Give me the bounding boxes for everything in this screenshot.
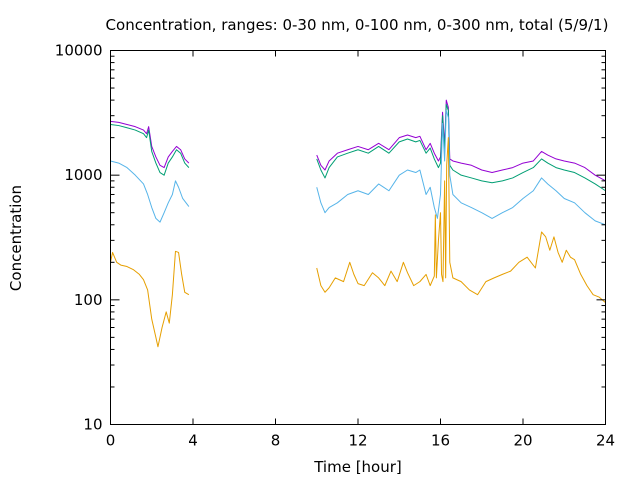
y-tick-label: 10000 <box>55 42 103 60</box>
plot-frame <box>110 50 606 425</box>
series-line-total-segment-2 <box>316 99 606 182</box>
x-tick-label: 16 <box>431 432 450 450</box>
x-tick-label: 0 <box>106 432 116 450</box>
x-tick-label: 8 <box>271 432 281 450</box>
series-line-range-0-300-segment-1 <box>110 123 190 176</box>
x-axis: 0 4 8 12 16 20 24 <box>106 50 615 450</box>
y-axis: 10 100 1000 10000 <box>55 42 606 434</box>
series-line-range-0-100-segment-1 <box>110 160 190 223</box>
series-line-range-0-100-segment-2 <box>316 110 606 226</box>
y-tick-label: 100 <box>74 291 103 309</box>
chart-title: Concentration, ranges: 0-30 nm, 0-100 nm… <box>106 16 609 34</box>
y-tick-label: 1000 <box>64 166 102 184</box>
series-line-total-segment-1 <box>110 120 190 169</box>
x-tick-label: 12 <box>348 432 367 450</box>
x-axis-title: Time [hour] <box>313 458 402 476</box>
x-tick-label: 20 <box>513 432 532 450</box>
series-layer <box>110 99 606 348</box>
series-line-range-0-30-segment-1 <box>110 250 190 348</box>
y-axis-title: Concentration <box>7 185 25 291</box>
series-line-range-0-30-segment-2 <box>316 137 606 303</box>
y-tick-label: 10 <box>83 416 102 434</box>
x-tick-label: 24 <box>596 432 615 450</box>
x-tick-label: 4 <box>188 432 198 450</box>
